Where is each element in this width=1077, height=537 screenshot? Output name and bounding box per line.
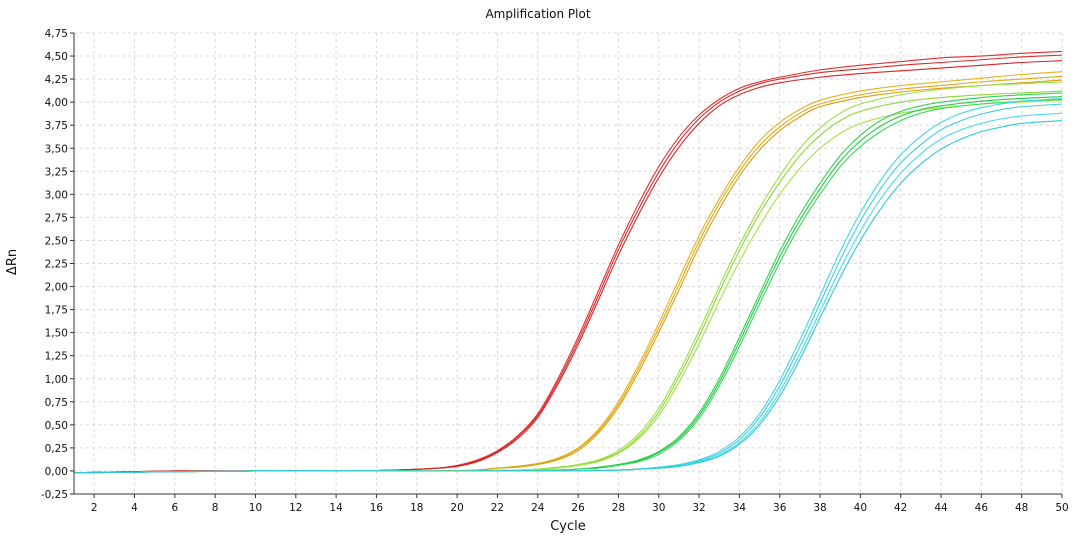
x-tick-label: 22 — [491, 502, 504, 514]
x-tick-label: 10 — [249, 502, 262, 514]
x-tick-label: 18 — [410, 502, 423, 514]
x-tick-label: 6 — [171, 502, 178, 514]
y-tick-label: 4,00 — [45, 97, 68, 109]
x-tick-label: 4 — [131, 502, 138, 514]
x-tick-label: 28 — [612, 502, 625, 514]
y-tick-label: 4,50 — [45, 51, 68, 63]
amplification-curve-3 — [73, 60, 1063, 474]
tick-layer: -0,25 0,00 0,25 0,50 0,75 1,00 1,25 1,50 1,75 2,0… — [41, 28, 1069, 514]
x-tick-label: 44 — [934, 502, 948, 514]
y-tick-label: 0,50 — [45, 420, 68, 432]
amplification-curve-16 — [73, 120, 1063, 474]
y-tick-label: 0,00 — [45, 466, 68, 478]
y-tick-label: 4,75 — [45, 28, 68, 40]
amplification-curve-5 — [73, 75, 1063, 474]
y-tick-label: 1,75 — [45, 305, 68, 317]
x-tick-label: 36 — [773, 502, 787, 514]
y-tick-label: 4,25 — [45, 74, 68, 86]
y-tick-label: 2,50 — [45, 235, 68, 247]
x-tick-label: 8 — [212, 502, 219, 514]
y-axis-label: ΔRn — [5, 249, 20, 275]
x-tick-label: 14 — [329, 502, 343, 514]
chart-title: Amplification Plot — [485, 7, 590, 21]
amplification-curve-15 — [73, 112, 1063, 474]
amplification-curve-11 — [73, 96, 1063, 474]
amplification-curve-13 — [73, 97, 1063, 474]
y-tick-label: 3,25 — [45, 166, 68, 178]
y-tick-label: 1,50 — [45, 328, 68, 340]
x-tick-label: 46 — [975, 502, 989, 514]
x-axis-label: Cycle — [550, 519, 586, 534]
series-layer — [73, 50, 1063, 474]
y-tick-label: 3,75 — [45, 120, 68, 132]
y-tick-label: 0,25 — [45, 443, 68, 455]
amplification-curve-6 — [73, 79, 1063, 474]
y-tick-label: 2,75 — [45, 212, 68, 224]
x-tick-label: 40 — [854, 502, 867, 514]
x-tick-label: 20 — [450, 502, 463, 514]
y-tick-label: 0,75 — [45, 397, 68, 409]
x-tick-label: 30 — [652, 502, 665, 514]
y-tick-label: -0,25 — [41, 489, 68, 501]
x-tick-label: 12 — [289, 502, 302, 514]
x-tick-label: 50 — [1055, 502, 1068, 514]
amplification-curve-1 — [73, 50, 1063, 474]
x-tick-label: 32 — [692, 502, 705, 514]
x-tick-label: 48 — [1015, 502, 1028, 514]
y-tick-label: 1,00 — [45, 374, 68, 386]
x-tick-label: 16 — [370, 502, 384, 514]
amplification-curve-7 — [73, 81, 1063, 474]
x-tick-label: 24 — [531, 502, 545, 514]
y-tick-label: 3,50 — [45, 143, 68, 155]
x-tick-label: 42 — [894, 502, 907, 514]
y-tick-label: 2,00 — [45, 282, 68, 294]
y-tick-label: 3,00 — [45, 189, 68, 201]
y-tick-label: 1,25 — [45, 351, 68, 363]
x-tick-label: 38 — [813, 502, 826, 514]
y-tick-label: 2,25 — [45, 259, 68, 271]
x-tick-label: 26 — [571, 502, 585, 514]
x-tick-label: 34 — [733, 502, 747, 514]
grid-layer — [74, 32, 1063, 495]
x-tick-label: 2 — [91, 502, 98, 514]
amplification-curve-4 — [73, 71, 1063, 474]
